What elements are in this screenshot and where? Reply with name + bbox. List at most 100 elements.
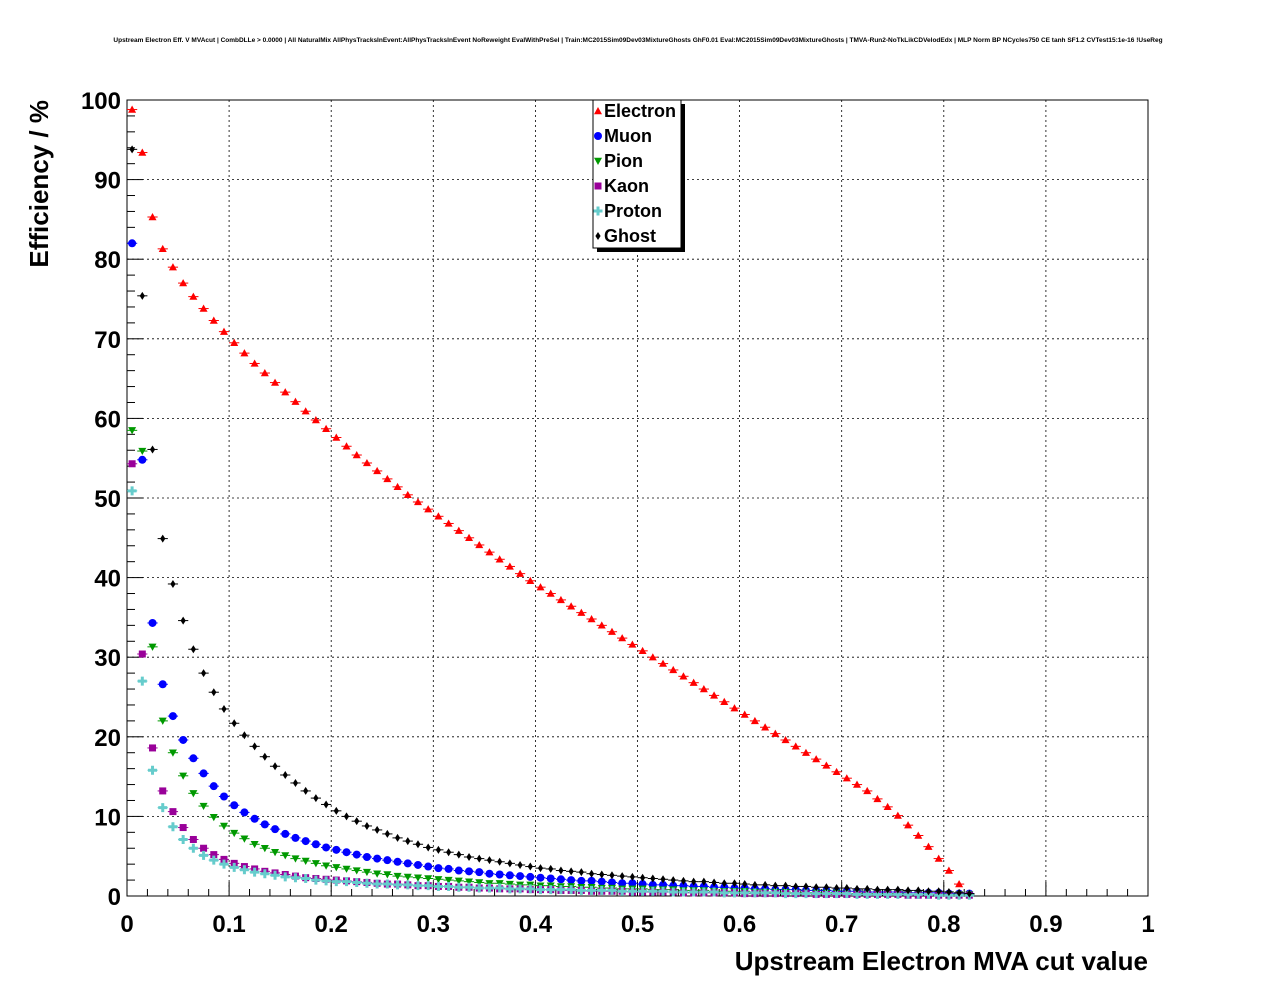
data-point [342,865,351,873]
data-point [362,878,372,888]
data-point [425,843,431,852]
data-point [373,854,382,863]
data-point [660,875,666,884]
data-point [536,583,545,591]
data-point [444,881,454,891]
data-point [301,837,310,846]
data-point [250,359,259,367]
data-point [434,512,443,520]
data-point [731,879,738,888]
data-point [374,825,380,834]
data-point [332,864,341,872]
data-point [158,803,168,813]
data-point [464,882,474,892]
data-point [628,640,637,648]
data-point [752,880,758,889]
data-point [874,885,881,894]
data-point [650,874,656,883]
data-point [311,860,320,868]
data-point [516,872,525,881]
data-point [475,879,484,887]
data-point [515,884,525,894]
data-point [648,653,657,661]
data-point [567,602,576,610]
data-point [556,595,565,604]
data-point [526,576,535,584]
data-point [709,887,719,897]
series-electron [127,105,975,897]
data-point [148,618,157,627]
data-point [311,415,320,424]
data-point [444,876,453,885]
data-point [364,821,370,830]
data-point [627,886,637,896]
data-point [475,540,484,549]
data-point [301,857,310,865]
data-point [689,678,698,686]
data-point [209,855,219,865]
data-point [762,880,768,889]
data-point [199,769,208,778]
data-point [905,886,911,895]
data-point [484,883,494,893]
data-point [178,834,188,844]
data-point [495,883,505,893]
data-point [180,616,186,625]
data-point [883,802,892,811]
data-point [137,676,147,686]
data-point [925,887,932,896]
data-point [160,534,166,543]
data-point [219,327,228,335]
data-point [485,548,494,556]
data-point [720,697,729,705]
data-point [658,886,668,896]
data-point [403,859,412,868]
y-tick-label: 100 [81,88,121,115]
data-point [250,841,259,849]
data-point [485,869,494,878]
data-point [260,369,269,377]
data-point [230,338,239,346]
data-point [864,884,870,893]
data-point [740,710,749,718]
data-point [729,888,739,898]
data-point [618,634,627,642]
data-point [638,646,647,655]
data-point [812,755,821,763]
data-point [566,885,576,895]
data-point [781,735,790,744]
data-point [362,852,371,861]
y-tick-label: 20 [94,725,121,752]
data-point [199,850,209,860]
data-point [760,888,770,898]
data-point [781,889,791,899]
data-point [454,526,463,534]
data-point [250,867,260,877]
y-tick-label: 60 [94,406,121,433]
series-muon [127,239,975,898]
data-point [352,451,361,459]
data-point [281,388,290,396]
data-point [303,786,309,795]
data-point [423,881,433,891]
data-point [241,731,248,740]
data-point [505,884,515,894]
y-tick-label: 40 [94,566,121,593]
data-point [689,887,699,897]
data-point [270,870,280,880]
data-point [424,505,433,513]
data-point [629,872,635,881]
data-point [507,859,513,868]
data-point [505,871,514,880]
data-point [444,864,453,873]
data-point [505,562,514,570]
data-point [895,885,901,894]
data-point [556,885,566,895]
data-point [292,778,299,787]
data-point [617,886,627,896]
data-point [189,835,197,843]
data-point [313,794,319,803]
data-point [609,871,615,880]
data-point [199,304,208,312]
data-point [648,886,658,896]
